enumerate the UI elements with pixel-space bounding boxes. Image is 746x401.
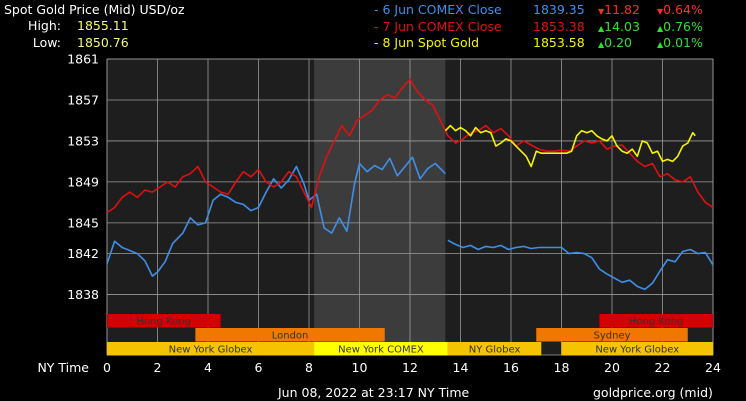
legend-series-pct: ▲0.01% bbox=[657, 36, 703, 52]
session-label: Hong Kong bbox=[629, 317, 683, 328]
legend-series-name: - 6 Jun COMEX Close bbox=[374, 2, 502, 17]
pct-value: 0.76% bbox=[663, 18, 703, 34]
legend-series-name: - 7 Jun COMEX Close bbox=[374, 18, 502, 34]
session-label: New York Globex bbox=[169, 345, 253, 356]
timestamp: Jun 08, 2022 at 23:17 NY Time bbox=[278, 385, 470, 400]
x-tick-label: 14 bbox=[453, 360, 469, 375]
session-label: New York COMEX bbox=[338, 345, 424, 356]
x-tick-label: 16 bbox=[503, 360, 519, 375]
legend-series-price: 1839.35 bbox=[533, 2, 585, 17]
up-arrow-icon: ▲ bbox=[657, 23, 664, 33]
legend-series-price: 1853.58 bbox=[533, 35, 585, 50]
session-bar bbox=[599, 314, 713, 328]
session-bar bbox=[107, 314, 221, 328]
session-label: Hong Kong bbox=[137, 317, 191, 328]
series-line bbox=[106, 156, 446, 277]
up-arrow-icon: ▲ bbox=[598, 23, 605, 33]
up-arrow-icon: ▲ bbox=[598, 40, 605, 49]
session-bar bbox=[447, 342, 542, 356]
down-arrow-icon: ▼ bbox=[598, 7, 605, 16]
legend-series-price: 1853.38 bbox=[533, 18, 585, 34]
x-tick-label: 4 bbox=[204, 360, 212, 375]
y-tick-label: 1857 bbox=[67, 92, 99, 107]
session-bar bbox=[314, 342, 448, 356]
legend-series-name: - 8 Jun Spot Gold bbox=[374, 35, 480, 50]
y-tick-label: 1842 bbox=[67, 246, 99, 261]
session-label: Sydney bbox=[593, 331, 630, 342]
source-label: goldprice.org (mid) bbox=[593, 385, 713, 400]
series-line bbox=[444, 124, 696, 168]
legend-series-change: ▲0.20 bbox=[598, 36, 632, 52]
y-tick-label: 1845 bbox=[67, 215, 99, 230]
low-label: Low: bbox=[32, 35, 61, 50]
change-value: 14.03 bbox=[604, 18, 640, 34]
comex-shaded-region bbox=[314, 59, 446, 355]
high-label: High: bbox=[28, 18, 61, 33]
x-axis-title: NY Time bbox=[37, 360, 89, 375]
chart-title: Spot Gold Price (Mid) USD/oz bbox=[4, 2, 185, 17]
series-line bbox=[106, 78, 714, 214]
pct-value: 0.64% bbox=[663, 2, 703, 17]
legend-series-change: ▼11.82 bbox=[598, 3, 640, 19]
y-tick-label: 1838 bbox=[67, 287, 99, 302]
session-bar bbox=[536, 328, 688, 342]
session-bar bbox=[561, 342, 713, 356]
x-tick-label: 10 bbox=[352, 360, 368, 375]
legend-series-pct: ▲0.76% bbox=[657, 18, 703, 36]
session-bar bbox=[195, 328, 385, 342]
change-value: 0.20 bbox=[604, 35, 632, 50]
x-tick-label: 8 bbox=[305, 360, 313, 375]
high-value: 1855.11 bbox=[77, 18, 129, 33]
session-bar bbox=[107, 342, 315, 356]
session-label: London bbox=[272, 331, 309, 342]
up-arrow-icon: ▲ bbox=[657, 40, 664, 49]
down-arrow-icon: ▼ bbox=[657, 7, 664, 16]
pct-value: 0.01% bbox=[663, 35, 703, 50]
x-tick-label: 20 bbox=[604, 360, 620, 375]
x-tick-label: 2 bbox=[154, 360, 162, 375]
legend-series-pct: ▼0.64% bbox=[657, 3, 703, 19]
x-tick-label: 0 bbox=[103, 360, 111, 375]
change-value: 11.82 bbox=[604, 2, 640, 17]
x-tick-label: 12 bbox=[402, 360, 418, 375]
session-label: NY Globex bbox=[469, 345, 521, 356]
y-tick-label: 1861 bbox=[67, 52, 99, 67]
session-label: New York Globex bbox=[595, 345, 679, 356]
legend-series-change: ▲14.03 bbox=[598, 18, 640, 36]
x-tick-label: 24 bbox=[705, 360, 721, 375]
x-tick-label: 22 bbox=[655, 360, 671, 375]
series-line bbox=[447, 239, 714, 291]
x-tick-label: 6 bbox=[255, 360, 263, 375]
x-tick-label: 18 bbox=[554, 360, 570, 375]
y-tick-label: 1849 bbox=[67, 174, 99, 189]
y-tick-label: 1853 bbox=[67, 133, 99, 148]
low-value: 1850.76 bbox=[77, 35, 129, 50]
